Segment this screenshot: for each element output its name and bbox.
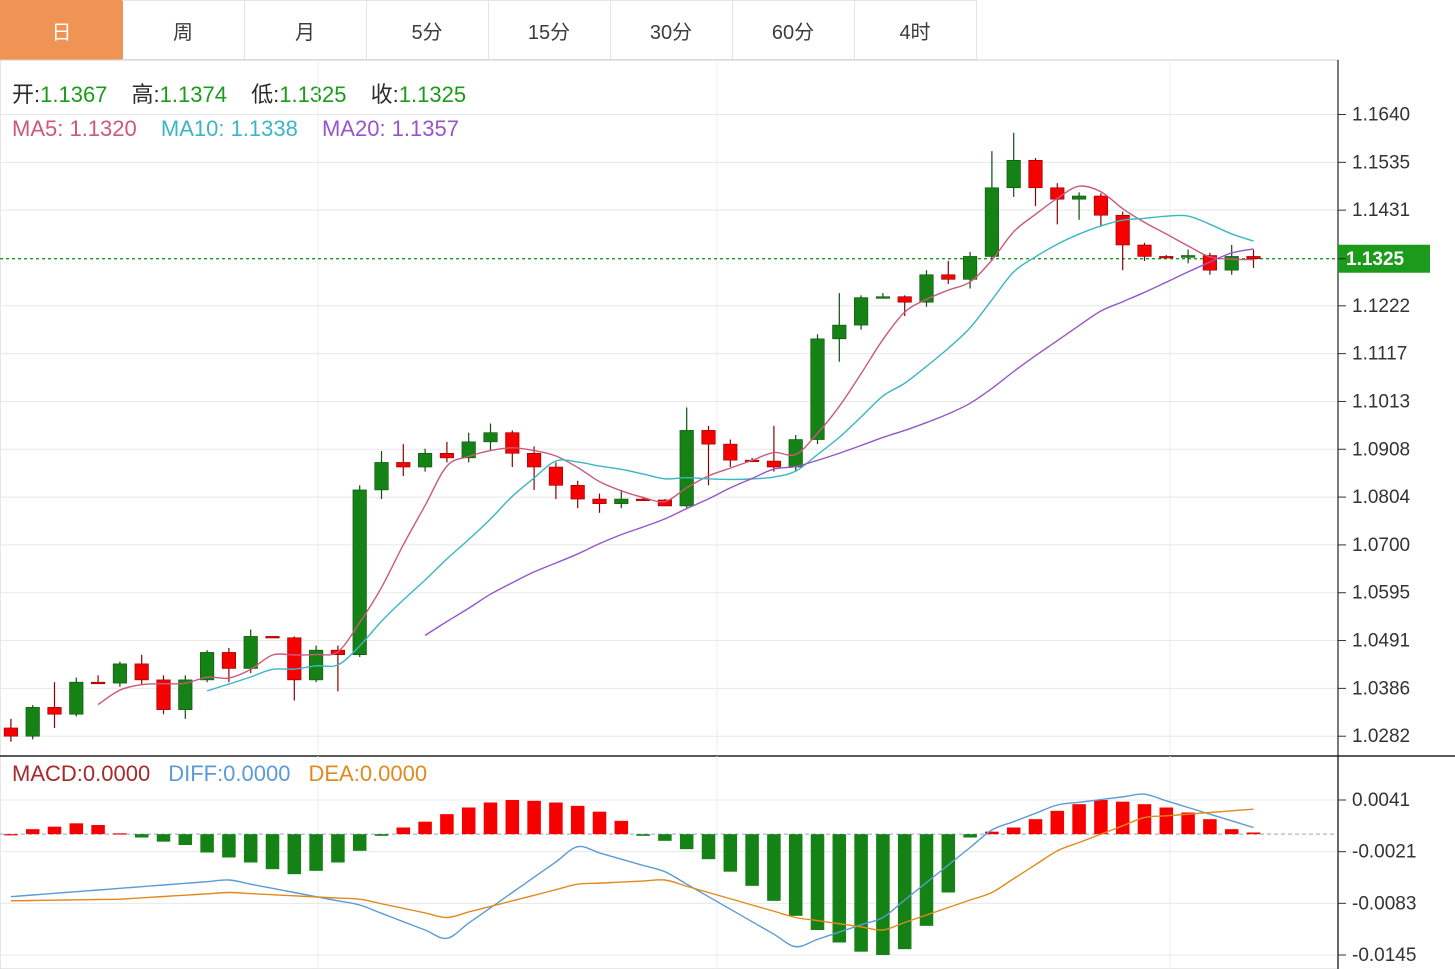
svg-text:-0.0083: -0.0083 — [1352, 893, 1416, 914]
svg-text:0.0041: 0.0041 — [1352, 790, 1410, 811]
svg-text:-0.0021: -0.0021 — [1352, 842, 1416, 863]
svg-text:-0.0145: -0.0145 — [1352, 945, 1416, 966]
